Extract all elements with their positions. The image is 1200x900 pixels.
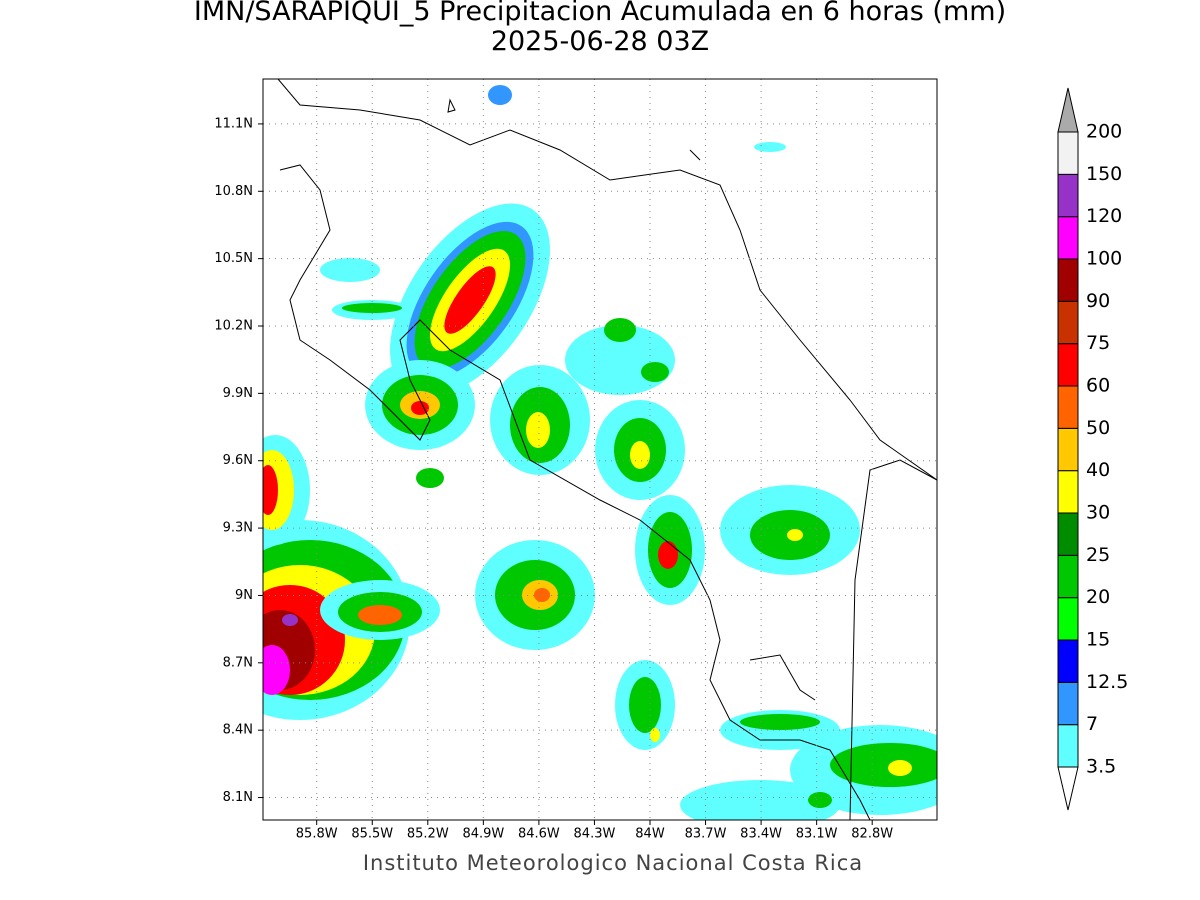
colorbar-label: 60 — [1086, 375, 1110, 397]
colorbar-box — [1057, 597, 1079, 641]
colorbar-box — [1057, 300, 1079, 345]
colorbar-box — [1057, 385, 1079, 429]
precip-blob — [615, 660, 675, 750]
precip-blob — [365, 360, 475, 450]
title: IMN/SARAPIQUI_5 Precipitacion Acumulada … — [194, 0, 1006, 27]
lon-label: 83.4W — [740, 827, 782, 842]
lat-label: 9.6N — [223, 453, 253, 468]
colorbar-label: 15 — [1086, 629, 1110, 651]
lat-label: 8.4N — [223, 723, 253, 738]
graticule: 11.1N 10.8N 10.5N 10.2N 9.9N 9.6N 9.3N 9N 8.7N 8.… — [214, 79, 937, 842]
colorbar-label: 100 — [1086, 248, 1122, 270]
colorbar-label: 3.5 — [1086, 756, 1116, 778]
lon-label: 85.8W — [296, 827, 338, 842]
colorbar-box — [1057, 343, 1079, 387]
colorbar-label: 150 — [1086, 163, 1122, 185]
lon-label: 83.7W — [685, 827, 727, 842]
map-frame — [262, 78, 938, 821]
colorbar-label: 7 — [1086, 713, 1098, 735]
precip-blob — [475, 540, 595, 650]
lat-label: 11.1N — [214, 116, 253, 131]
colorbar-label: 30 — [1086, 502, 1110, 524]
colorbar-box — [1057, 216, 1079, 260]
colorbar-over — [1057, 87, 1079, 133]
precip-blob — [320, 85, 786, 488]
lon-label: 85.2W — [407, 827, 449, 842]
colorbar-box — [1057, 173, 1079, 218]
colorbar-box — [1057, 681, 1079, 726]
subtitle: 2025-06-28 03Z — [491, 26, 709, 57]
colorbar-label: 50 — [1086, 417, 1110, 439]
colorbar-label: 25 — [1086, 544, 1110, 566]
precip-blob — [565, 318, 675, 395]
precip-blob — [720, 485, 860, 575]
colorbar: 3.5 7 12.5 15 20 25 30 40 50 60 75 90 100 120 150 200 — [1057, 87, 1128, 811]
lon-label: 85.5W — [351, 827, 393, 842]
coastline — [277, 79, 937, 820]
lon-label: 84.6W — [518, 827, 560, 842]
colorbar-label: 120 — [1086, 205, 1122, 227]
precip-blob — [320, 580, 440, 640]
lat-label: 10.5N — [214, 251, 253, 266]
colorbar-box — [1057, 554, 1079, 599]
lon-label: 84W — [635, 827, 665, 842]
precip-blob — [635, 495, 705, 605]
lat-label: 8.7N — [223, 655, 253, 670]
colorbar-label: 12.5 — [1086, 671, 1128, 693]
colorbar-box — [1057, 427, 1079, 472]
lat-label: 10.2N — [214, 319, 253, 334]
lat-label: 8.1N — [223, 790, 253, 805]
lat-label: 9N — [235, 588, 253, 603]
precip-blob — [263, 435, 310, 545]
colorbar-box — [1057, 724, 1079, 768]
lon-label: 84.9W — [462, 827, 504, 842]
colorbar-label: 90 — [1086, 290, 1110, 312]
precip-blob — [490, 365, 590, 475]
colorbar-label: 200 — [1086, 121, 1122, 143]
precip-blob — [390, 203, 550, 397]
colorbar-box — [1057, 258, 1079, 302]
colorbar-box — [1057, 512, 1079, 556]
lon-label: 84.3W — [574, 827, 616, 842]
colorbar-box — [1057, 639, 1079, 683]
colorbar-label: 20 — [1086, 586, 1110, 608]
lon-label: 82.8W — [851, 827, 893, 842]
colorbar-box — [1057, 470, 1079, 514]
colorbar-under — [1057, 766, 1079, 811]
precip-blob — [680, 780, 840, 820]
lat-label: 9.9N — [223, 386, 253, 401]
precip-blob — [595, 400, 685, 500]
colorbar-box — [1057, 131, 1079, 175]
footer: Instituto Meteorologico Nacional Costa R… — [363, 851, 863, 875]
lon-label: 83.1W — [796, 827, 838, 842]
lat-label: 10.8N — [214, 184, 253, 199]
colorbar-label: 75 — [1086, 332, 1110, 354]
colorbar-label: 40 — [1086, 459, 1110, 481]
precip-field — [263, 79, 937, 820]
lat-label: 9.3N — [223, 521, 253, 536]
